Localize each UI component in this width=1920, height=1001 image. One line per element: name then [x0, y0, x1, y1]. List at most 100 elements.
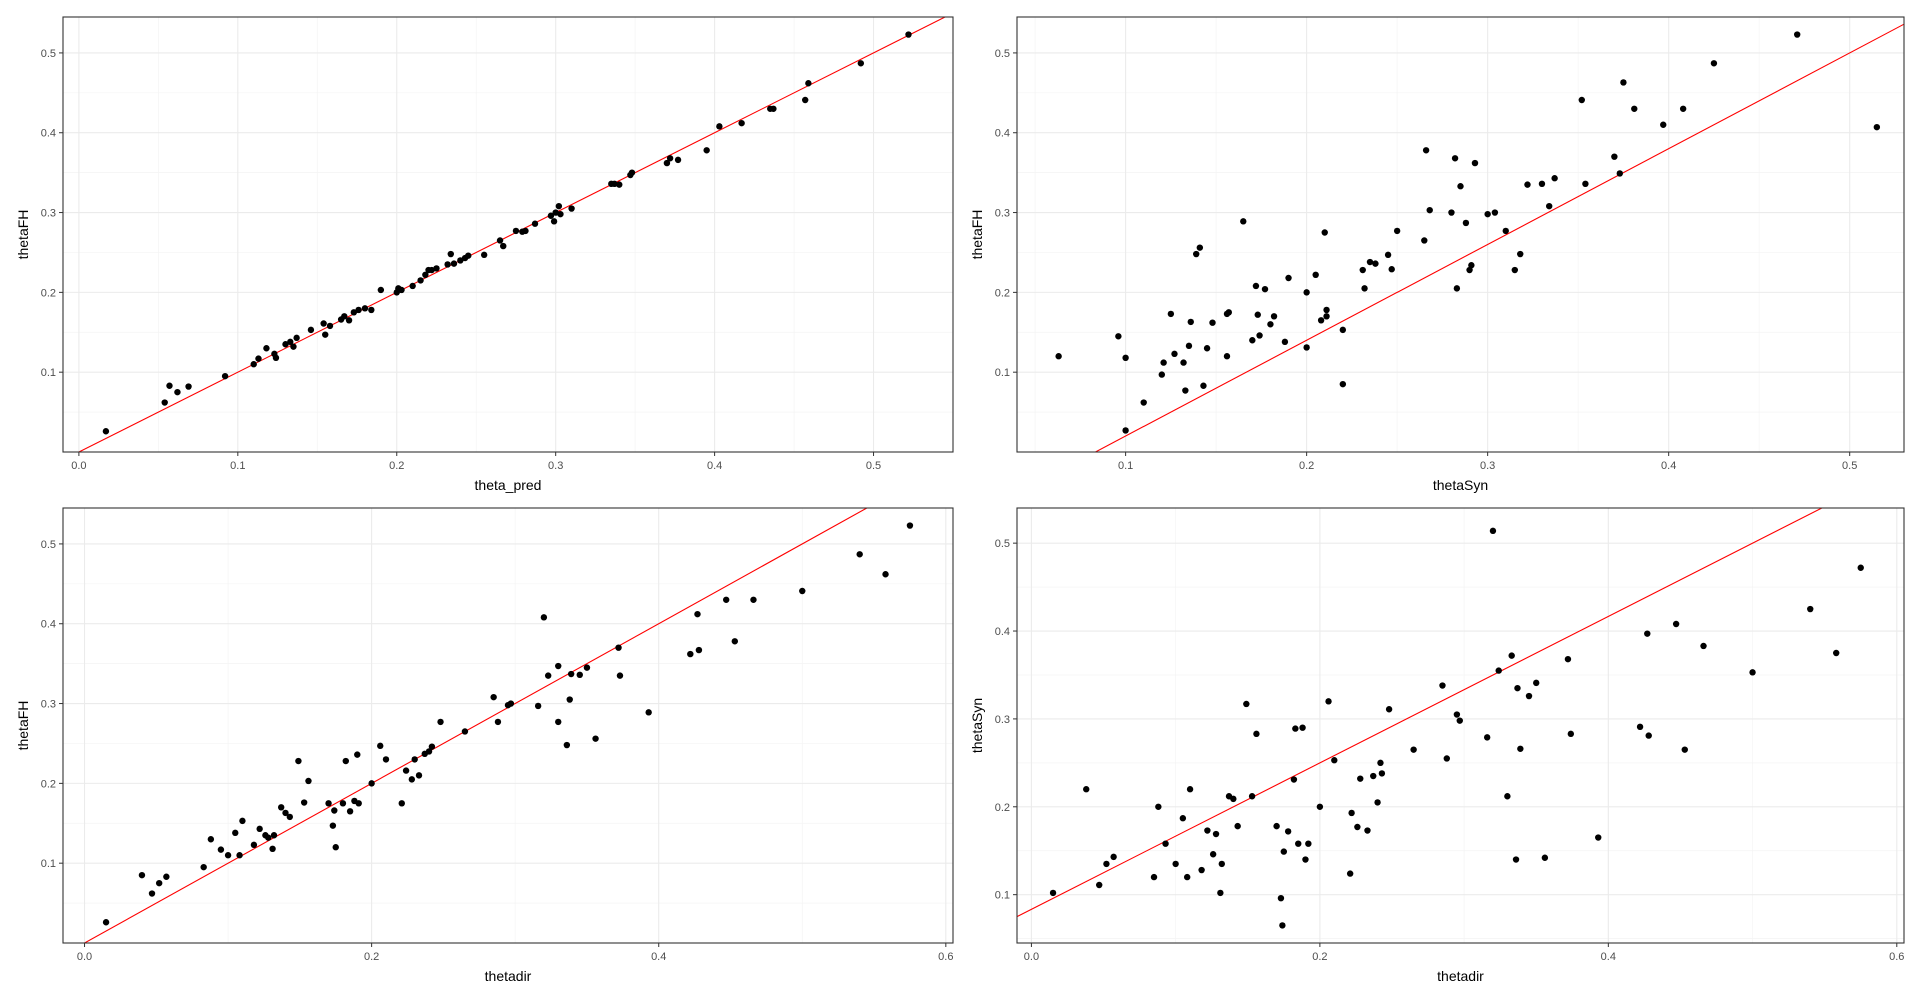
data-point — [355, 800, 362, 807]
data-point — [1279, 922, 1286, 929]
data-point — [1451, 155, 1459, 162]
data-point — [326, 322, 334, 330]
data-points — [102, 522, 914, 926]
data-point — [557, 210, 564, 218]
data-point — [628, 169, 636, 176]
data-point — [770, 105, 777, 112]
data-point — [1256, 332, 1263, 339]
data-point — [250, 361, 257, 368]
y-axis-title: thetaFH — [15, 701, 31, 751]
data-point — [339, 800, 347, 807]
data-point — [1103, 860, 1110, 868]
x-tick-label: 0.0 — [77, 951, 92, 963]
data-point — [457, 257, 464, 264]
data-point — [1261, 285, 1269, 293]
data-point — [547, 212, 555, 219]
data-point — [1292, 725, 1299, 732]
data-point — [232, 829, 239, 837]
data-point — [1203, 345, 1211, 352]
data-point — [801, 96, 809, 104]
data-point — [1198, 866, 1205, 874]
data-point — [1374, 799, 1381, 806]
data-point — [350, 309, 358, 316]
data-point — [857, 60, 865, 67]
data-point — [1209, 319, 1216, 326]
plot-panel-2: 0.1 0.2 0.3 0.4 0.5 0.1 0.2 0.3 0.4 0.5 thetaSyn th… — [969, 16, 1905, 493]
data-point — [555, 202, 563, 210]
data-point — [368, 306, 375, 314]
data-point — [295, 757, 302, 765]
data-point — [1204, 827, 1211, 834]
data-point — [1284, 828, 1292, 835]
data-point — [320, 320, 327, 327]
data-point — [163, 873, 170, 880]
data-point — [465, 252, 472, 259]
reference-line — [1094, 23, 1904, 452]
y-tick-label: 0.3 — [995, 208, 1010, 220]
data-point — [1567, 730, 1575, 738]
y-tick-label: 0.5 — [995, 538, 1010, 550]
data-point — [1873, 123, 1881, 131]
data-point — [1700, 642, 1707, 650]
data-point — [1578, 96, 1585, 104]
y-tick-label: 0.3 — [41, 208, 56, 220]
data-point — [1357, 775, 1364, 782]
x-tick-label: 0.0 — [1024, 951, 1039, 963]
data-point — [555, 718, 562, 726]
x-tick-label: 0.6 — [938, 951, 953, 963]
data-point — [1243, 700, 1250, 708]
panel-border — [1016, 507, 1905, 944]
data-point — [750, 596, 757, 603]
data-point — [415, 772, 423, 779]
data-point — [1158, 371, 1166, 378]
data-points — [102, 31, 912, 435]
data-point — [616, 672, 624, 679]
data-point — [255, 355, 262, 362]
data-point — [1331, 757, 1338, 764]
data-point — [1616, 170, 1623, 177]
data-point — [1339, 380, 1347, 388]
data-point — [417, 277, 424, 284]
data-point — [1234, 822, 1241, 830]
data-point — [409, 282, 416, 290]
data-point — [332, 844, 339, 851]
x-tick-label: 0.2 — [364, 951, 379, 963]
data-point — [1857, 564, 1864, 571]
data-point — [1631, 105, 1638, 112]
data-point — [1122, 354, 1129, 362]
data-point — [550, 218, 558, 225]
reference-line — [77, 17, 947, 452]
data-point — [1180, 359, 1187, 366]
data-point — [411, 756, 418, 763]
panel-border — [62, 16, 954, 453]
data-point — [1833, 649, 1840, 657]
data-point — [1240, 218, 1247, 225]
data-point — [568, 205, 575, 212]
data-point — [1393, 227, 1401, 235]
panel-background — [1017, 508, 1904, 943]
data-point — [155, 879, 163, 887]
data-point — [345, 317, 353, 324]
data-point — [663, 159, 671, 167]
data-point — [615, 644, 622, 651]
data-point — [293, 334, 300, 342]
data-point — [703, 147, 710, 154]
data-point — [447, 250, 454, 258]
data-point — [437, 718, 444, 726]
data-point — [1167, 310, 1175, 318]
data-point — [398, 286, 405, 294]
data-point — [428, 743, 436, 750]
data-point — [1517, 250, 1524, 258]
data-point — [425, 748, 433, 755]
data-point — [148, 890, 156, 897]
data-point — [1049, 889, 1057, 897]
data-point — [1055, 353, 1062, 360]
data-point — [1377, 759, 1384, 767]
data-point — [207, 836, 215, 843]
data-point — [674, 156, 682, 164]
data-point — [1512, 856, 1520, 863]
data-point — [1277, 894, 1285, 902]
data-point — [1611, 153, 1618, 160]
x-tick-label: 0.5 — [1842, 460, 1857, 472]
data-point — [1312, 271, 1319, 279]
